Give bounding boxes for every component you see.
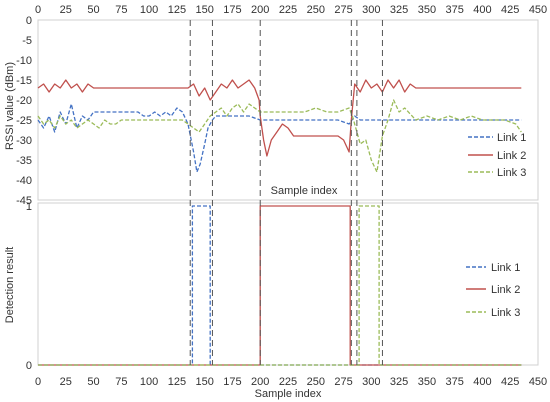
rssi-y-tick-label: -5: [22, 35, 32, 47]
detection-x-tick-label: 450: [529, 376, 547, 388]
detection-y-tick-label: 0: [26, 360, 32, 372]
detection-y-axis-label: Detection result: [4, 247, 16, 323]
rssi-x-tick-label: 400: [473, 4, 491, 16]
rssi-legend: Link 1 Link 2 Link 3: [468, 132, 526, 179]
rssi-y-axis-label: RSSI value (dBm): [4, 62, 16, 150]
rssi-y-tick-label: -35: [16, 155, 32, 167]
event-guide-lines: [189, 20, 383, 365]
rssi-x-tick-label: 75: [115, 4, 127, 16]
rssi-x-tick-label: 275: [334, 4, 352, 16]
detection-x-tick-label: 50: [87, 376, 99, 388]
rssi-x-tick-label: 375: [445, 4, 463, 16]
detection-legend-label-link3: Link 3: [491, 307, 520, 319]
rssi-y-tick-label: -25: [16, 115, 32, 127]
detection-chart: 0 25 50 75 100 125 150 175 200 225 250 275 300 325 350…: [4, 201, 547, 400]
rssi-legend-label-link3: Link 3: [497, 167, 526, 179]
rssi-x-tick-label: 175: [223, 4, 241, 16]
rssi-x-tick-label: 300: [362, 4, 380, 16]
rssi-y-tick-label: -40: [16, 175, 32, 187]
rssi-x-tick-label: 50: [87, 4, 99, 16]
detection-x-tick-label: 325: [390, 376, 408, 388]
detection-x-axis-ticks: 0 25 50 75 100 125 150 175 200 225 250 275 300 325 350…: [35, 376, 547, 388]
detection-y-axis-ticks: 01: [26, 201, 32, 372]
detection-x-tick-label: 300: [362, 376, 380, 388]
rssi-x-tick-label: 425: [501, 4, 519, 16]
rssi-chart: 0 25 50 75 100 125 150 175 200 225 250 275 300 325 350…: [4, 4, 547, 207]
rssi-x-tick-label: 200: [251, 4, 269, 16]
rssi-legend-label-link2: Link 2: [497, 150, 526, 162]
rssi-y-axis-ticks: 0 -5 -10 -15 -20 -25 -30 -35 -40 -45: [16, 15, 32, 207]
rssi-legend-label-link1: Link 1: [497, 132, 526, 144]
rssi-x-tick-label: 25: [60, 4, 72, 16]
detection-series-group: [38, 205, 522, 366]
rssi-y-tick-label: -15: [16, 75, 32, 87]
rssi-x-tick-label: 450: [529, 4, 547, 16]
detection-series-line-link1: [38, 205, 522, 366]
detection-series-line-link3: [38, 205, 522, 366]
rssi-x-tick-label: 150: [195, 4, 213, 16]
rssi-series-group: [37, 79, 522, 173]
detection-x-tick-label: 0: [35, 376, 41, 388]
rssi-plot-frame: [37, 19, 539, 201]
detection-legend-label-link1: Link 1: [491, 262, 520, 274]
detection-y-tick-label: 1: [26, 201, 32, 213]
detection-x-tick-label: 250: [307, 376, 325, 388]
rssi-x-axis-label: Sample index: [271, 185, 338, 197]
rssi-x-tick-label: 0: [35, 4, 41, 16]
detection-x-tick-label: 150: [195, 376, 213, 388]
detection-plot-frame: [37, 202, 539, 366]
detection-x-tick-label: 400: [473, 376, 491, 388]
rssi-x-tick-label: 100: [140, 4, 158, 16]
detection-series-line-link2: [38, 205, 522, 366]
rssi-y-tick-label: 0: [26, 15, 32, 27]
detection-x-tick-label: 25: [60, 376, 72, 388]
rssi-x-tick-label: 325: [390, 4, 408, 16]
rssi-y-tick-label: -45: [16, 195, 32, 207]
detection-x-tick-label: 175: [223, 376, 241, 388]
rssi-x-tick-label: 125: [168, 4, 186, 16]
rssi-x-tick-label: 350: [418, 4, 436, 16]
rssi-series-line-link3: [37, 99, 522, 173]
detection-legend-label-link2: Link 2: [491, 284, 520, 296]
rssi-x-axis-ticks: 0 25 50 75 100 125 150 175 200 225 250 275 300 325 350…: [35, 4, 547, 16]
detection-legend: Link 1 Link 2 Link 3: [466, 262, 520, 319]
detection-x-tick-label: 125: [168, 376, 186, 388]
rssi-x-tick-label: 225: [279, 4, 297, 16]
rssi-x-tick-label: 250: [307, 4, 325, 16]
detection-x-tick-label: 225: [279, 376, 297, 388]
rssi-y-tick-label: -20: [16, 95, 32, 107]
detection-x-tick-label: 100: [140, 376, 158, 388]
detection-x-tick-label: 75: [115, 376, 127, 388]
detection-x-tick-label: 200: [251, 376, 269, 388]
rssi-y-tick-label: -10: [16, 55, 32, 67]
detection-x-axis-label: Sample index: [255, 388, 322, 400]
detection-x-tick-label: 275: [334, 376, 352, 388]
rssi-y-tick-label: -30: [16, 135, 32, 147]
detection-x-tick-label: 425: [501, 376, 519, 388]
rssi-series-line-link2: [37, 79, 522, 157]
detection-x-tick-label: 375: [445, 376, 463, 388]
detection-x-tick-label: 350: [418, 376, 436, 388]
rssi-series-line-link1: [37, 103, 522, 173]
